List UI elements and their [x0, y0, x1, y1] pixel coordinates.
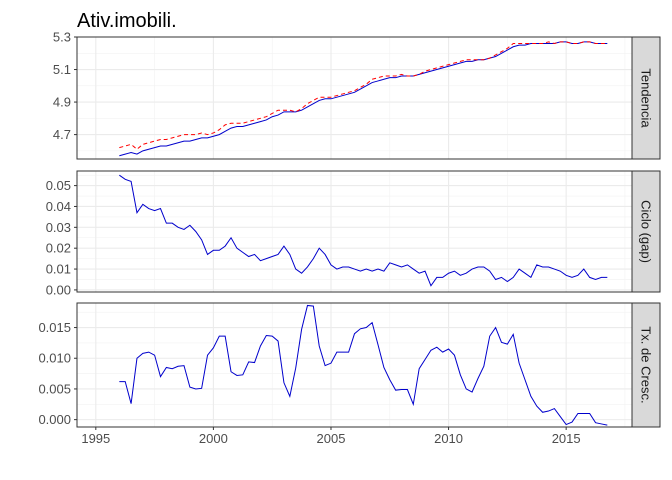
- y-tick-label: 0.05: [46, 178, 71, 193]
- x-tick-label: 1995: [81, 431, 110, 446]
- strip-label-tx-de-cresc: Tx. de Cresc.: [639, 326, 654, 403]
- panel-background: [77, 303, 632, 427]
- panel-tendencia: 4.7 4.9 5.1 5.3 Tendencia: [53, 30, 661, 160]
- y-tick-label: 0.015: [38, 320, 71, 335]
- x-tick-label: 2015: [552, 431, 581, 446]
- panel-background: [77, 171, 632, 292]
- y-tick-label: 0.005: [38, 381, 71, 396]
- y-tick-label: 0.01: [46, 262, 71, 277]
- y-tick-label: 0.02: [46, 241, 71, 256]
- strip-background: [631, 170, 661, 293]
- x-tick-label: 2005: [317, 431, 346, 446]
- strip-background: [631, 36, 661, 160]
- chart-title: Ativ.imobili.: [77, 10, 177, 32]
- y-tick-label: 0.000: [38, 412, 71, 427]
- strip-label-ciclo-gap: Ciclo (gap): [639, 200, 654, 263]
- series-line-0: [119, 41, 608, 157]
- panel-tx-de-cresc: 0.000 0.005 0.010 0.015 Tx. de Cresc.: [38, 302, 661, 428]
- series-line-0: [119, 174, 608, 287]
- y-tick-label: 0.03: [46, 220, 71, 235]
- y-tick-label: 4.9: [53, 95, 71, 110]
- strip-label-tendencia: Tendencia: [639, 68, 654, 128]
- series-line-0: [119, 304, 608, 426]
- x-tick-label: 2010: [434, 431, 463, 446]
- series-line-1: [119, 41, 608, 150]
- y-tick-label: 0.010: [38, 351, 71, 366]
- strip-background: [631, 302, 661, 428]
- y-tick-label: 0.00: [46, 282, 71, 297]
- y-tick-label: 0.04: [46, 199, 71, 214]
- x-axis: 1995 2000 2005 2010 2015: [81, 427, 581, 446]
- panel-background: [77, 37, 632, 159]
- y-tick-label: 5.3: [53, 30, 71, 45]
- x-tick-label: 2000: [199, 431, 228, 446]
- y-tick-label: 4.7: [53, 127, 71, 142]
- y-tick-label: 5.1: [53, 62, 71, 77]
- panel-ciclo-gap: 0.00 0.01 0.02 0.03 0.04 0.05 Ciclo (gap): [46, 170, 661, 297]
